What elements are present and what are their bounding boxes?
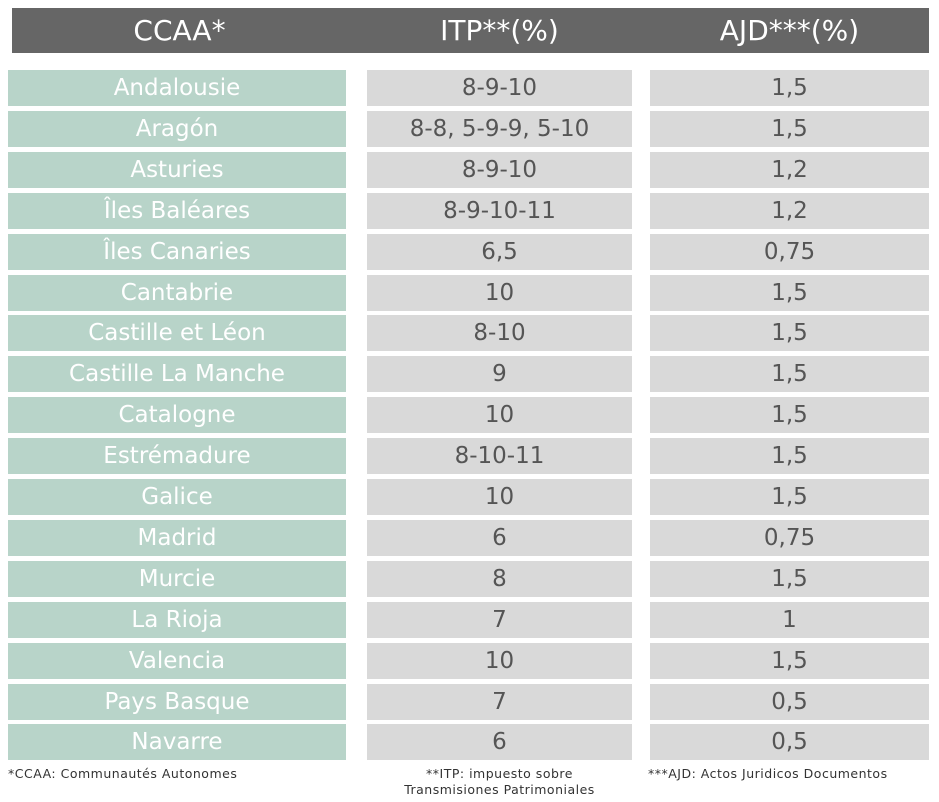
table-row: Estrémadure 8-10-11 1,5 xyxy=(0,438,939,475)
ajd-cell: 1,5 xyxy=(650,397,929,434)
ccaa-cell: Îles Baléares xyxy=(8,192,346,229)
table-row: Îles Baléares 8-9-10-11 1,2 xyxy=(0,192,939,229)
ccaa-cell: Madrid xyxy=(8,519,346,556)
header-ajd: AJD***(%) xyxy=(719,14,860,47)
footnote-ccaa: *CCAA: Communautés Autonomes xyxy=(8,766,238,781)
table-row: Îles Canaries 6,5 0,75 xyxy=(0,233,939,270)
ccaa-cell: Murcie xyxy=(8,560,346,597)
ajd-cell: 1,5 xyxy=(650,560,929,597)
itp-cell: 8-9-10 xyxy=(367,151,632,188)
ccaa-cell: Cantabrie xyxy=(8,274,346,311)
itp-cell: 8-10 xyxy=(367,315,632,352)
table-row: Pays Basque 7 0,5 xyxy=(0,683,939,720)
ccaa-cell: Pays Basque xyxy=(8,683,346,720)
itp-cell: 10 xyxy=(367,479,632,515)
itp-cell: 8-8, 5-9-9, 5-10 xyxy=(367,110,632,147)
table-row: Castille La Manche 9 1,5 xyxy=(0,356,939,393)
table-row: Asturies 8-9-10 1,2 xyxy=(0,151,939,188)
itp-cell: 8-9-10-11 xyxy=(367,192,632,229)
header-ccaa: CCAA* xyxy=(133,14,226,47)
ajd-cell: 1,5 xyxy=(650,274,929,311)
itp-cell: 7 xyxy=(367,601,632,638)
ajd-cell: 1,2 xyxy=(650,192,929,229)
table-row: Valencia 10 1,5 xyxy=(0,642,939,679)
itp-cell: 9 xyxy=(367,356,632,393)
itp-cell: 8-9-10 xyxy=(367,70,632,106)
ajd-cell: 0,75 xyxy=(650,233,929,270)
itp-cell: 8 xyxy=(367,560,632,597)
ajd-cell: 1,5 xyxy=(650,479,929,515)
ccaa-cell: Estrémadure xyxy=(8,438,346,475)
table-row: Aragón 8-8, 5-9-9, 5-10 1,5 xyxy=(0,110,939,147)
ccaa-cell: Aragón xyxy=(8,110,346,147)
footnote-itp-line2: Transmisiones Patrimoniales xyxy=(404,782,595,797)
table-row: Cantabrie 10 1,5 xyxy=(0,274,939,311)
itp-cell: 8-10-11 xyxy=(367,438,632,475)
ccaa-cell: Catalogne xyxy=(8,397,346,434)
itp-cell: 10 xyxy=(367,642,632,679)
itp-cell: 10 xyxy=(367,397,632,434)
header-itp: ITP**(%) xyxy=(440,14,559,47)
itp-cell: 10 xyxy=(367,274,632,311)
table-header: CCAA* ITP**(%) AJD***(%) xyxy=(12,8,929,53)
ajd-cell: 1,5 xyxy=(650,356,929,393)
itp-cell: 6,5 xyxy=(367,233,632,270)
ajd-cell: 0,75 xyxy=(650,519,929,556)
itp-cell: 6 xyxy=(367,519,632,556)
itp-cell: 6 xyxy=(367,724,632,761)
ajd-cell: 1,5 xyxy=(650,110,929,147)
table-row: Andalousie 8-9-10 1,5 xyxy=(0,70,939,106)
table-row: Castille et Léon 8-10 1,5 xyxy=(0,315,939,352)
ccaa-cell: Navarre xyxy=(8,724,346,761)
ccaa-cell: Asturies xyxy=(8,151,346,188)
table-row: La Rioja 7 1 xyxy=(0,601,939,638)
ajd-cell: 1,5 xyxy=(650,70,929,106)
table-row: Galice 10 1,5 xyxy=(0,479,939,515)
ajd-cell: 1,5 xyxy=(650,315,929,352)
ccaa-cell: Îles Canaries xyxy=(8,233,346,270)
footnote-ajd: ***AJD: Actos Juridicos Documentos xyxy=(648,766,888,781)
footnote-itp-line1: **ITP: impuesto sobre xyxy=(426,766,573,781)
ajd-cell: 1,5 xyxy=(650,642,929,679)
ajd-cell: 1,2 xyxy=(650,151,929,188)
footnote-itp: **ITP: impuesto sobre Transmisiones Patr… xyxy=(367,766,632,798)
table-row: Catalogne 10 1,5 xyxy=(0,397,939,434)
ajd-cell: 1,5 xyxy=(650,438,929,475)
table-row: Murcie 8 1,5 xyxy=(0,560,939,597)
ccaa-cell: Galice xyxy=(8,479,346,515)
ajd-cell: 0,5 xyxy=(650,683,929,720)
ajd-cell: 0,5 xyxy=(650,724,929,761)
ccaa-cell: Andalousie xyxy=(8,70,346,106)
ccaa-cell: Castille et Léon xyxy=(8,315,346,352)
ccaa-cell: Valencia xyxy=(8,642,346,679)
table-row: Navarre 6 0,5 xyxy=(0,724,939,761)
table-row: Madrid 6 0,75 xyxy=(0,519,939,556)
itp-cell: 7 xyxy=(367,683,632,720)
ajd-cell: 1 xyxy=(650,601,929,638)
ccaa-cell: La Rioja xyxy=(8,601,346,638)
ccaa-cell: Castille La Manche xyxy=(8,356,346,393)
